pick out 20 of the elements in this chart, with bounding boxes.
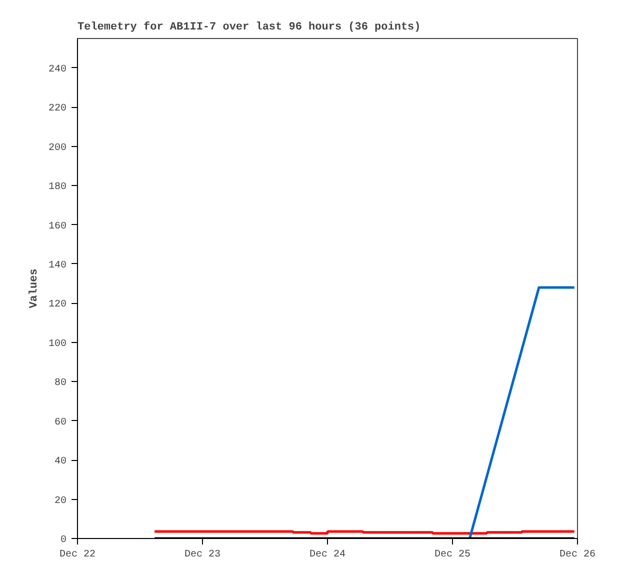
y-tick-label: 200 bbox=[48, 142, 67, 154]
y-tick-label: 0 bbox=[60, 535, 67, 546]
x-tick-label: Dec 22 bbox=[59, 550, 96, 560]
y-tick-label: 80 bbox=[54, 378, 67, 390]
chart-title: Telemetry for AB1II-7 over last 96 hours (36 points) bbox=[78, 20, 421, 34]
x-tick-label: Dec 23 bbox=[184, 550, 221, 560]
y-tick-label: 180 bbox=[48, 182, 67, 194]
y-tick-label: 20 bbox=[54, 496, 67, 507]
y-tick-label: 60 bbox=[54, 417, 67, 428]
x-tick-label: Dec 24 bbox=[309, 550, 346, 560]
y-tick-label: 120 bbox=[48, 300, 67, 311]
y-tick-label: 240 bbox=[48, 64, 67, 76]
y-axis-title: Values bbox=[28, 268, 40, 308]
y-tick-label: 100 bbox=[48, 338, 67, 350]
y-tick-label: 220 bbox=[48, 104, 67, 115]
x-tick-label: Dec 25 bbox=[434, 550, 471, 560]
y-tick-label: 140 bbox=[48, 260, 67, 272]
y-tick-label: 160 bbox=[48, 221, 67, 232]
x-tick-label: Dec 26 bbox=[559, 550, 596, 560]
y-tick-label: 40 bbox=[54, 456, 67, 468]
